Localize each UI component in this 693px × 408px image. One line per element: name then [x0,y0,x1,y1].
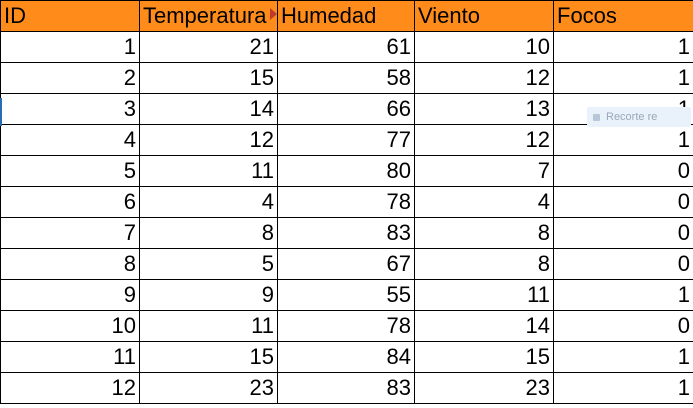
header-label: Focos [557,3,617,28]
table-cell[interactable]: 8 [139,217,278,249]
table-cell[interactable]: 12 [139,124,278,156]
table-cell[interactable]: 5 [0,155,140,187]
table-cell[interactable]: 4 [0,124,140,156]
table-cell[interactable]: 23 [139,372,278,404]
table-cell[interactable]: 0 [553,310,693,342]
selection-edge-marker [0,98,2,126]
table-cell[interactable]: 23 [414,372,554,404]
table-cell[interactable]: 12 [414,62,554,94]
table-cell[interactable]: 21 [139,31,278,63]
table-row: 5 11 80 7 0 [0,155,693,187]
table-cell[interactable]: 1 [553,31,693,63]
table-row: 2 15 58 12 1 [0,62,693,94]
table-cell[interactable]: 13 [414,93,554,125]
table-cell[interactable]: 7 [0,217,140,249]
table-cell[interactable]: 84 [277,341,415,373]
table-cell[interactable]: 58 [277,62,415,94]
table-cell[interactable]: 66 [277,93,415,125]
table-cell[interactable]: 6 [0,186,140,218]
table-row: 1 21 61 10 1 [0,31,693,63]
table-cell[interactable]: 4 [139,186,278,218]
table-row: 7 8 83 8 0 [0,217,693,249]
table-row: 12 23 83 23 1 [0,372,693,404]
table-cell[interactable]: 8 [414,217,554,249]
table-row: 6 4 78 4 0 [0,186,693,218]
table-cell[interactable]: 12 [0,372,140,404]
table-cell[interactable]: 4 [414,186,554,218]
table-cell[interactable]: 61 [277,31,415,63]
table-cell[interactable]: 78 [277,186,415,218]
table-row: 4 12 77 12 1 [0,124,693,156]
header-cell-humedad[interactable]: Humedad [277,0,415,32]
table-cell[interactable]: 1 [553,124,693,156]
table-cell[interactable]: 10 [414,31,554,63]
table-cell[interactable]: 77 [277,124,415,156]
table-body: 1216110121558121314661314127712151180706… [0,31,693,404]
header-cell-viento[interactable]: Viento [414,0,554,32]
table-cell[interactable]: 11 [0,341,140,373]
header-cell-focos[interactable]: Focos [553,0,693,32]
table-cell[interactable]: 14 [414,310,554,342]
table-cell[interactable]: 83 [277,372,415,404]
table-cell[interactable]: 1 [553,279,693,311]
table-cell[interactable]: 11 [139,155,278,187]
table-cell[interactable]: 5 [139,248,278,280]
table-cell[interactable]: 9 [0,279,140,311]
table-row: 10 11 78 14 0 [0,310,693,342]
header-cell-id[interactable]: ID [0,0,140,32]
table-cell[interactable]: 0 [553,186,693,218]
table-cell[interactable]: 8 [414,248,554,280]
table-cell[interactable]: 67 [277,248,415,280]
header-cell-temperatura[interactable]: Temperatura [139,0,278,32]
snip-icon [593,113,600,121]
table-cell[interactable]: 1 [553,372,693,404]
table-cell[interactable]: 0 [553,155,693,187]
table-cell[interactable]: 15 [139,341,278,373]
table-cell[interactable]: 10 [0,310,140,342]
table-cell[interactable]: 12 [414,124,554,156]
snip-tooltip[interactable]: Recorte re [587,107,691,127]
table-row: 8 5 67 8 0 [0,248,693,280]
table-cell[interactable]: 80 [277,155,415,187]
table-cell[interactable]: 78 [277,310,415,342]
table-row: 11 15 84 15 1 [0,341,693,373]
header-label: ID [4,3,26,28]
table-cell[interactable]: 2 [0,62,140,94]
overflow-arrow-icon [270,8,277,20]
table-cell[interactable]: 0 [553,248,693,280]
table-cell[interactable]: 83 [277,217,415,249]
table-cell[interactable]: 3 [0,93,140,125]
table-cell[interactable]: 15 [139,62,278,94]
table-cell[interactable]: 14 [139,93,278,125]
table-cell[interactable]: 15 [414,341,554,373]
header-label: Viento [418,3,480,28]
table-cell[interactable]: 7 [414,155,554,187]
snip-tooltip-label: Recorte re [606,111,658,123]
table-cell[interactable]: 8 [0,248,140,280]
table-cell[interactable]: 1 [553,341,693,373]
table-cell[interactable]: 11 [414,279,554,311]
header-row: ID Temperatura Humedad Viento Focos [0,0,693,32]
table-cell[interactable]: 1 [553,62,693,94]
header-label: Humedad [281,3,377,28]
table-cell[interactable]: 9 [139,279,278,311]
table-cell[interactable]: 0 [553,217,693,249]
table-row: 31466131 [0,93,693,125]
table-cell[interactable]: 55 [277,279,415,311]
table-cell[interactable]: 1 [0,31,140,63]
table-cell[interactable]: 11 [139,310,278,342]
header-label: Temperatura [143,3,267,28]
table-row: 9 9 55 11 1 [0,279,693,311]
